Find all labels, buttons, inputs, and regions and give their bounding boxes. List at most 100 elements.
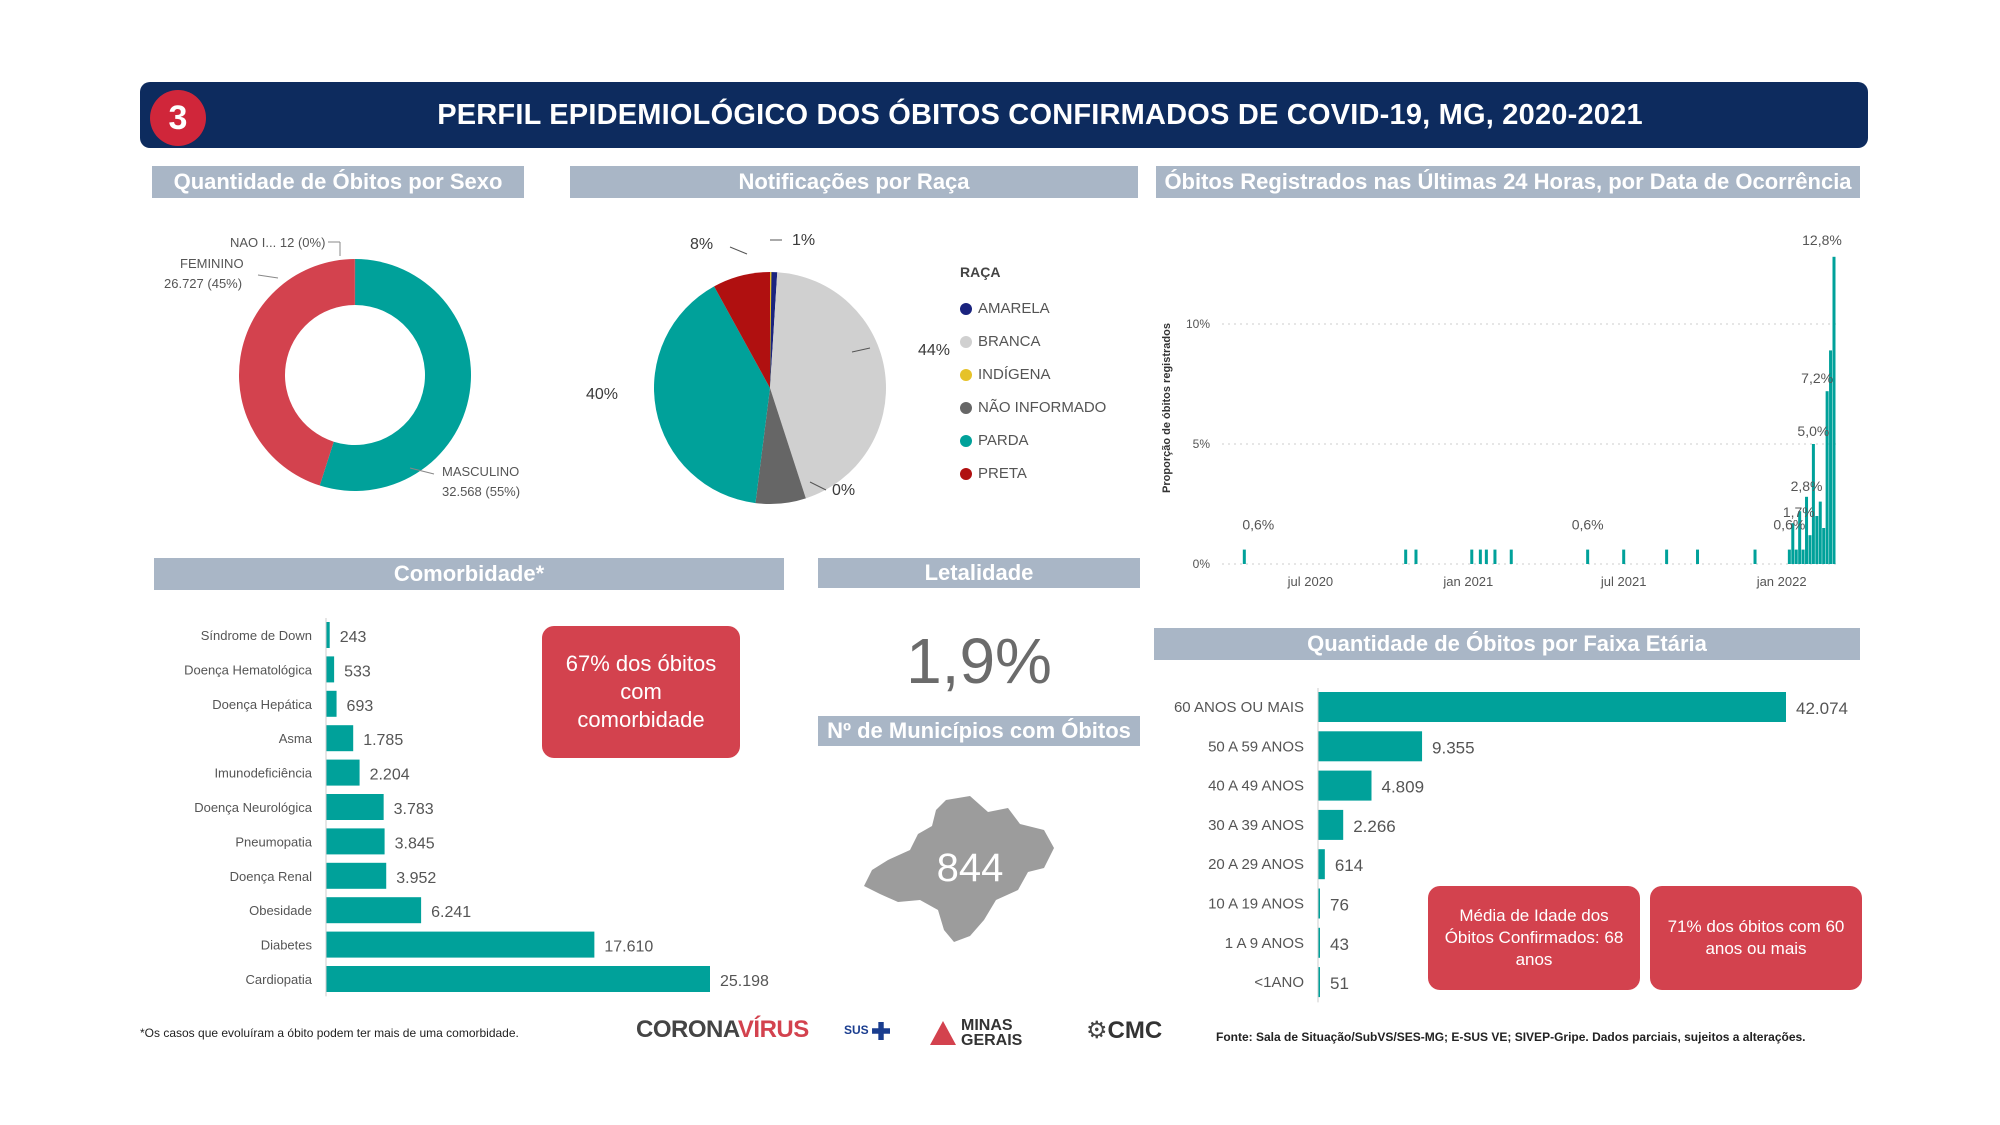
- raca-legend-title: RAÇA: [960, 264, 1001, 280]
- data-label: 12,8%: [1802, 232, 1842, 248]
- bar: [326, 622, 330, 648]
- bar: [1805, 496, 1809, 564]
- value-label: 533: [344, 663, 371, 680]
- bar: [1829, 350, 1833, 564]
- bar: [326, 862, 387, 889]
- value-label: 76: [1330, 896, 1349, 915]
- section-title-sexo: Quantidade de Óbitos por Sexo: [152, 166, 524, 198]
- bar: [1509, 549, 1513, 564]
- category-label: 50 A 59 ANOS: [1208, 738, 1304, 755]
- bar: [1318, 731, 1423, 762]
- raca-legend-item: NÃO INFORMADO: [960, 391, 1106, 424]
- bar: [1478, 549, 1482, 564]
- category-label: Diabetes: [261, 938, 313, 953]
- bar: [1815, 516, 1819, 564]
- header-bar: [140, 82, 1868, 148]
- raca-legend-item: AMARELA: [960, 292, 1106, 325]
- minas-gerais-map-icon: [864, 796, 1054, 942]
- bar: [1318, 967, 1320, 998]
- section-title-raca: Notificações por Raça: [570, 166, 1138, 198]
- section-title-comorbidade: Comorbidade*: [154, 558, 784, 590]
- municipios-value: 844: [936, 846, 1004, 890]
- value-label: 9.355: [1432, 738, 1475, 757]
- bar: [1832, 256, 1836, 564]
- raca-label-parda: 40%: [586, 386, 619, 403]
- category-label: Síndrome de Down: [201, 628, 312, 643]
- comorbidade-highlight: 67% dos óbitos com comorbidade: [542, 626, 740, 758]
- data-label: 0,6%: [1572, 517, 1604, 533]
- category-label: <1ANO: [1254, 974, 1304, 991]
- ultimas24h-bar-chart: Proporção de óbitos registrados 0% 5% 10% ju…: [1161, 232, 1842, 589]
- sexo-label-fem-name: FEMININO: [180, 256, 244, 271]
- bar: [1801, 549, 1805, 564]
- xtick-label: jan 2021: [1442, 574, 1493, 589]
- legend-dot-icon: [960, 335, 972, 348]
- bar: [1318, 927, 1320, 958]
- sexo-label-naoi: NAO I... 12 (0%): [230, 235, 326, 250]
- raca-legend-label: NÃO INFORMADO: [978, 399, 1107, 416]
- bar: [1665, 549, 1669, 564]
- bar: [1318, 809, 1344, 840]
- sexo-leader-masc: [409, 467, 435, 475]
- sexo-label-masc-name: MASCULINO: [442, 464, 520, 479]
- bar: [1318, 692, 1786, 722]
- faixa-etaria-bar-chart: 60 ANOS OU MAIS 42.074 50 A 59 ANOS 9.355 40…: [1174, 688, 1848, 1003]
- raca-legend-item: PRETA: [960, 457, 1106, 490]
- raca-label-branca: 44%: [918, 342, 951, 359]
- comorbidade-bar-chart: Síndrome de Down 243 Doença Hematológica 53…: [184, 618, 769, 997]
- bar: [1818, 501, 1822, 564]
- bar: [326, 725, 354, 752]
- raca-slice-preta: [714, 272, 770, 388]
- ytick-label: 10%: [1186, 317, 1210, 331]
- category-label: Asma: [279, 731, 313, 746]
- bar: [326, 690, 337, 717]
- page-title: PERFIL EPIDEMIOLÓGICO DOS ÓBITOS CONFIRM…: [437, 98, 1643, 131]
- raca-label-indigena: 0%: [832, 482, 856, 499]
- category-label: 30 A 39 ANOS: [1208, 817, 1304, 834]
- value-label: 243: [340, 629, 367, 646]
- value-label: 3.845: [395, 835, 435, 852]
- idade-media-highlight: Média de Idade dos Óbitos Confirmados: 6…: [1428, 886, 1640, 990]
- bar: [1242, 549, 1246, 564]
- value-label: 42.074: [1796, 699, 1848, 718]
- raca-label-preta: 8%: [690, 236, 714, 253]
- data-label: 0,6%: [1773, 517, 1805, 533]
- footnote: *Os casos que evoluíram a óbito podem te…: [140, 1026, 519, 1040]
- raca-slice-amarela: [770, 272, 778, 388]
- value-label: 2.266: [1353, 817, 1396, 836]
- raca-legend-label: PARDA: [978, 432, 1029, 449]
- bar: [326, 794, 384, 820]
- ylabel: Proporção de óbitos registrados: [1161, 323, 1173, 493]
- data-label: 0,6%: [1242, 517, 1274, 533]
- xtick-label: jan 2022: [1756, 574, 1807, 589]
- raca-legend: AMARELA BRANCA INDÍGENA NÃO INFORMADO PARDA P…: [960, 292, 1106, 490]
- section-title-24h: Óbitos Registrados nas Últimas 24 Horas,…: [1156, 166, 1860, 198]
- cmc-logo: ⚙CMC: [1086, 1017, 1163, 1044]
- value-label: 3.783: [394, 801, 434, 818]
- category-label: Imunodeficiência: [214, 766, 312, 781]
- category-label: Pneumopatia: [235, 834, 312, 849]
- bar: [1696, 549, 1700, 564]
- bar: [1787, 549, 1791, 564]
- coronavirus-logo: CORONAVÍRUS: [636, 1016, 809, 1043]
- legend-dot-icon: [960, 467, 972, 480]
- sexo-donut-chart: [238, 241, 471, 491]
- value-label: 2.204: [370, 767, 410, 784]
- raca-leader-44: [851, 347, 871, 353]
- section-number: 3: [150, 90, 206, 146]
- bar: [1318, 770, 1372, 801]
- bar: [1318, 888, 1320, 919]
- category-label: Doença Hematológica: [184, 662, 313, 677]
- section-title-faixa: Quantidade de Óbitos por Faixa Etária: [1154, 628, 1860, 660]
- mg-triangle-icon: [930, 1021, 956, 1045]
- xtick-label: jul 2021: [1600, 574, 1647, 589]
- category-label: 10 A 19 ANOS: [1208, 896, 1304, 913]
- sexo-slice-0: [319, 259, 471, 491]
- sexo-label-masc-value: 32.568 (55%): [442, 484, 521, 499]
- raca-leader-8: [729, 246, 748, 255]
- value-label: 6.241: [431, 904, 471, 921]
- ytick-label: 5%: [1193, 437, 1211, 451]
- category-label: Obesidade: [249, 903, 312, 918]
- value-label: 43: [1330, 935, 1349, 954]
- category-label: Doença Neurológica: [194, 800, 313, 815]
